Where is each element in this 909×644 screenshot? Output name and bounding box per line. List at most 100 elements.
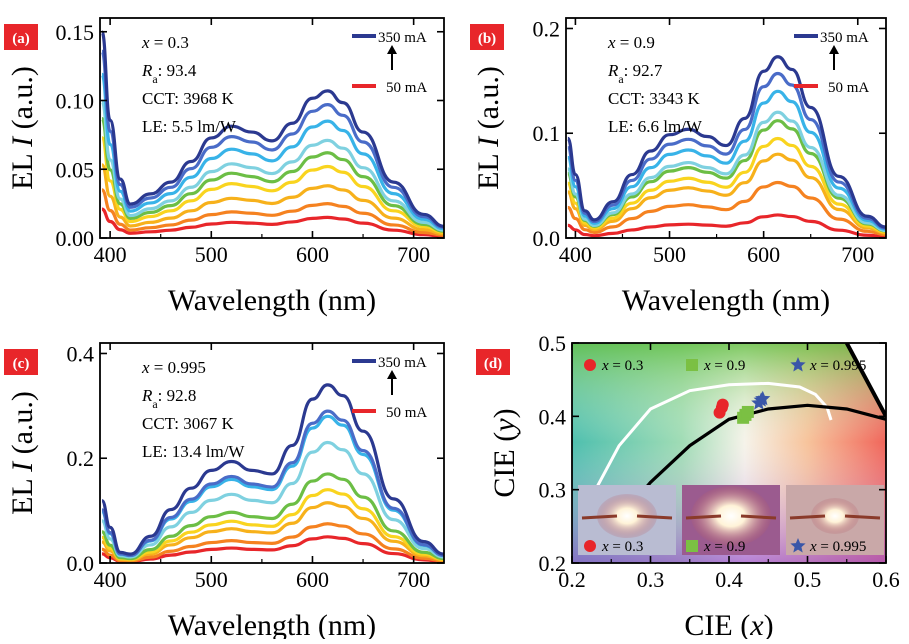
- annotation-ra: Ra: 92.8: [141, 386, 196, 411]
- x-tick-label: 600: [747, 242, 780, 267]
- legend-top-marker-2: [686, 359, 698, 371]
- x-tick-label: 400: [94, 242, 127, 267]
- series-group: [566, 55, 886, 238]
- x-tick-label: 600: [296, 567, 329, 592]
- spectrum-line-2: [101, 188, 444, 237]
- y-tick-label: 0.1: [533, 121, 561, 146]
- data-point-star-3: [755, 390, 771, 406]
- panel-label-badge: [4, 24, 38, 50]
- y-tick-label: 0.5: [539, 331, 567, 356]
- legend-bottom-label-value: = 0.9: [711, 539, 746, 555]
- white-boundary-curve: [590, 381, 833, 542]
- x-axis-label: Wavelength (nm): [168, 284, 376, 317]
- y-axis-label-suffix: (a.u.): [6, 66, 39, 137]
- y-axis-label-suffix: (a.u.): [6, 391, 39, 462]
- panel-label-badge: [4, 349, 38, 375]
- legend-high-label: 350 mA: [820, 30, 869, 46]
- y-tick-label: 0.0: [67, 551, 95, 576]
- y-axis-label-var: I: [6, 460, 39, 473]
- annotation-ra-sub: a: [152, 397, 158, 411]
- plot-frame: [565, 17, 887, 239]
- y-axis-label-suffix: ): [488, 408, 521, 418]
- led-glow: [811, 498, 859, 534]
- x-tick-label: 700: [841, 242, 874, 267]
- x-tick-label: 0.4: [715, 567, 743, 592]
- legend-top-label-value: = 0.9: [711, 358, 746, 374]
- spectrum-line-1: [101, 207, 444, 238]
- legend-bottom-label-value: = 0.995: [817, 539, 867, 555]
- y-axis-label-prefix: CIE (: [488, 432, 521, 498]
- x-tick-label: 700: [397, 567, 430, 592]
- spectrum-line-8: [566, 71, 886, 230]
- legend-high-label: 350 mA: [378, 355, 427, 371]
- y-tick-label: 0.05: [56, 157, 95, 182]
- spectrum-line-3: [100, 163, 444, 236]
- panel-c: 400 500 600 700 0.0 0.2 0.4 (c) Wavelength (nm) E…: [4, 341, 445, 642]
- plot-frame: [99, 17, 445, 239]
- legend-bottom-marker-2: [686, 540, 698, 552]
- legend-bottom-marker-1: [584, 540, 596, 552]
- legend-low-label: 50 mA: [386, 405, 427, 421]
- annotation-x-value: = 0.995: [150, 358, 206, 377]
- legend-top-label-var: x: [809, 358, 817, 374]
- spectrum-line-9: [566, 55, 886, 229]
- spectrum-line-1: [567, 213, 886, 238]
- y-axis-label-prefix: EL: [6, 472, 39, 515]
- arrow-up-icon: [387, 45, 397, 54]
- legend-top-label-var: x: [703, 358, 711, 374]
- spectrum-line-3: [567, 152, 886, 235]
- annotation-x: x = 0.995: [141, 358, 206, 377]
- y-tick-label: 0.4: [539, 404, 567, 429]
- x-tick-label: 500: [195, 242, 228, 267]
- y-axis-label: EL I (a.u.): [472, 66, 505, 190]
- panel-label: (d): [484, 356, 502, 372]
- y-tick-label: 0.0: [533, 226, 561, 251]
- annotation-x-var: x: [141, 33, 150, 52]
- annotation-ra-sub: a: [618, 72, 624, 86]
- legend-bottom-label-1: x = 0.3: [601, 539, 643, 555]
- y-axis-label-suffix: (a.u.): [472, 66, 505, 137]
- annotation-x-var: x: [141, 358, 150, 377]
- probe-right: [636, 514, 673, 520]
- series-group: [100, 30, 444, 238]
- spectrum-line-6: [566, 110, 886, 233]
- spectrum-line-7: [100, 72, 444, 231]
- probe-right: [740, 514, 777, 520]
- annotation-le: LE: 6.6 lm/W: [608, 117, 703, 136]
- spectrum-line-9: [100, 383, 444, 556]
- annotation-x: x = 0.9: [607, 33, 655, 52]
- legend-top-label-var: x: [601, 358, 609, 374]
- annotation-cct: CCT: 3968 K: [142, 89, 234, 108]
- series-group: [100, 383, 444, 563]
- annotation-ra-label: R: [141, 61, 153, 80]
- annotation-ra: Ra: 92.7: [607, 61, 663, 86]
- x-tick-label: 0.5: [794, 567, 822, 592]
- spectrum-line-4: [100, 136, 444, 234]
- x-tick-label: 400: [94, 567, 127, 592]
- annotation-ra-label: R: [141, 386, 153, 405]
- led-glow: [691, 486, 771, 546]
- legend-low-label: 50 mA: [386, 80, 427, 96]
- annotation-x-value: = 0.9: [616, 33, 655, 52]
- annotation-cct: CCT: 3067 K: [142, 414, 234, 433]
- x-tick-label: 500: [653, 242, 686, 267]
- annotation-cct: CCT: 3343 K: [608, 89, 700, 108]
- panel-label-badge: [476, 349, 510, 375]
- data-point-square-3: [741, 405, 754, 418]
- x-axis-label-var: x: [749, 609, 764, 639]
- x-tick-label: 0.2: [558, 567, 586, 592]
- panel-label: (a): [12, 31, 30, 47]
- legend-top-marker-1: [584, 359, 596, 371]
- photo-inset-2: [682, 485, 780, 555]
- legend-top-label-1: x = 0.3: [601, 358, 643, 374]
- arrow-up-icon: [829, 45, 839, 54]
- data-point-circle-3: [716, 398, 729, 411]
- panel-a: 400 500 600 700 0.00 0.05 0.10 0.15 (a) Wavelengt…: [4, 17, 445, 317]
- y-tick-label: 0.2: [539, 551, 567, 576]
- spectrum-line-8: [100, 49, 444, 229]
- plot-frame: [99, 342, 445, 564]
- spectrum-line-2: [567, 180, 886, 237]
- annotation-le: LE: 5.5 lm/W: [142, 117, 237, 136]
